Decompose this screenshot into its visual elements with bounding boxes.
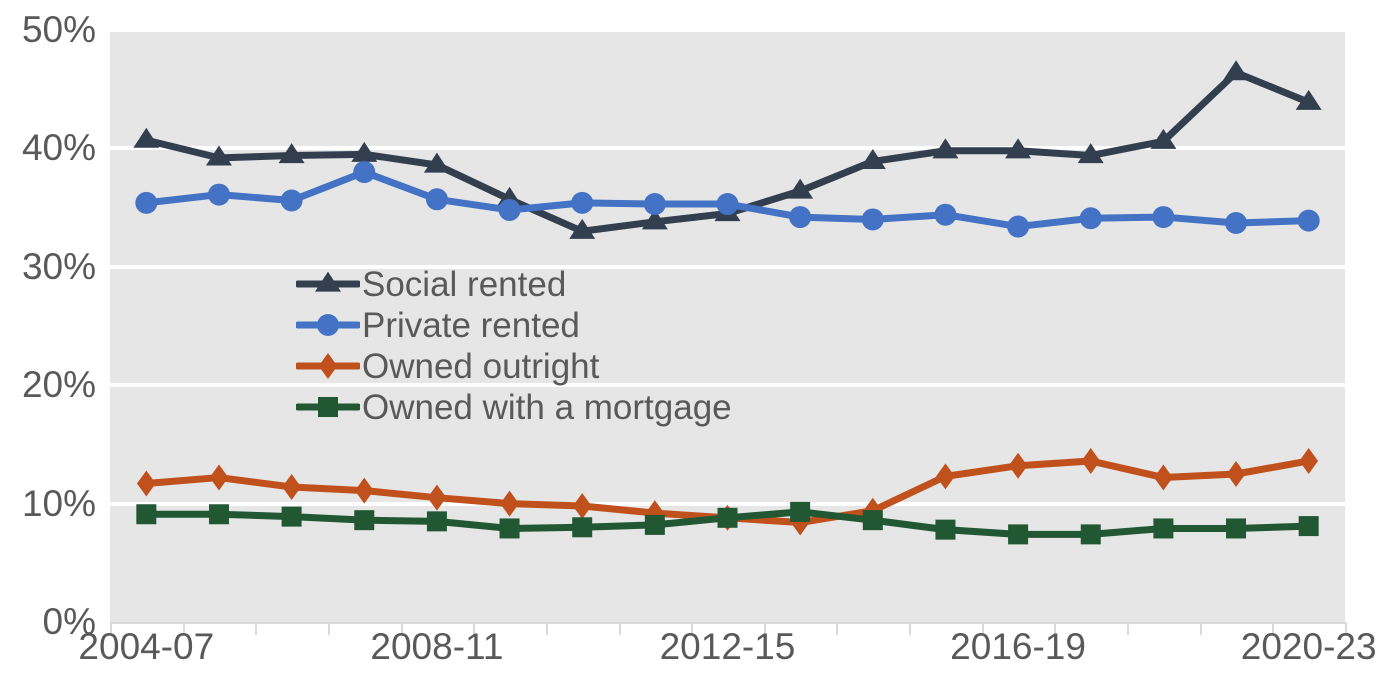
x-axis-tick-mark	[400, 622, 403, 635]
x-axis-tick-mark	[981, 622, 984, 635]
legend-item-label: Private rented	[362, 305, 580, 345]
data-point-marker	[317, 314, 339, 336]
legend-item[interactable]: Social rented	[296, 264, 732, 304]
x-axis-tick-mark	[1199, 622, 1202, 635]
x-axis-tick-label: 2008-11	[370, 626, 504, 667]
x-axis-tick-mark	[1127, 622, 1130, 635]
y-axis-tick-label: 20%	[21, 364, 96, 406]
legend-marker-icon	[296, 308, 360, 342]
legend-marker-icon	[296, 349, 360, 383]
y-axis-tick-label: 30%	[21, 245, 96, 287]
legend-item-label: Owned outright	[362, 346, 600, 386]
x-axis-tick-mark	[691, 622, 694, 635]
legend-item[interactable]: Owned with a mortgage	[296, 387, 732, 427]
x-axis-tick-label: 2012-15	[659, 626, 796, 667]
data-point-marker	[315, 271, 341, 292]
x-axis-tick-mark	[909, 622, 912, 635]
x-axis-tick-mark	[327, 622, 330, 635]
legend-item[interactable]: Owned outright	[296, 346, 732, 386]
legend-item-label: Social rented	[362, 264, 567, 304]
gridline	[110, 501, 1345, 506]
x-axis-tick-mark	[763, 622, 766, 635]
y-axis-tick-label: 10%	[21, 482, 96, 524]
x-axis-tick-mark	[836, 622, 839, 635]
x-axis-tick-mark	[182, 622, 185, 635]
data-point-marker	[318, 353, 338, 379]
x-axis-tick-mark	[1345, 622, 1347, 635]
legend-marker-icon	[296, 390, 360, 424]
legend-item[interactable]: Private rented	[296, 305, 732, 345]
data-point-marker	[318, 397, 338, 417]
legend-item-label: Owned with a mortgage	[362, 387, 732, 427]
x-axis-line	[110, 622, 1345, 624]
x-axis-tick-mark	[110, 622, 112, 635]
y-axis-tick-label: 40%	[21, 127, 96, 169]
x-axis-tick-mark	[1054, 622, 1057, 635]
x-axis-tick-label: 2016-19	[950, 626, 1086, 667]
gridline	[110, 28, 1345, 32]
x-axis-tick-mark	[473, 622, 476, 635]
x-axis-tick-mark	[255, 622, 258, 635]
x-axis-tick-mark	[545, 622, 548, 635]
x-axis-tick-mark	[618, 622, 621, 635]
gridline	[110, 383, 1345, 388]
x-axis-tick-mark	[1272, 622, 1275, 635]
x-axis-tick-label: 2020-23	[1240, 626, 1377, 667]
y-axis-tick-label: 50%	[21, 9, 96, 50]
y-axis-tick-label: 0%	[42, 601, 96, 642]
gridline	[110, 264, 1345, 269]
x-axis-tick-label: 2004-07	[78, 626, 215, 667]
chart-legend: Social rented Private rented Owned outrigh…	[296, 264, 732, 428]
legend-marker-icon	[296, 267, 360, 301]
gridline	[110, 146, 1345, 151]
